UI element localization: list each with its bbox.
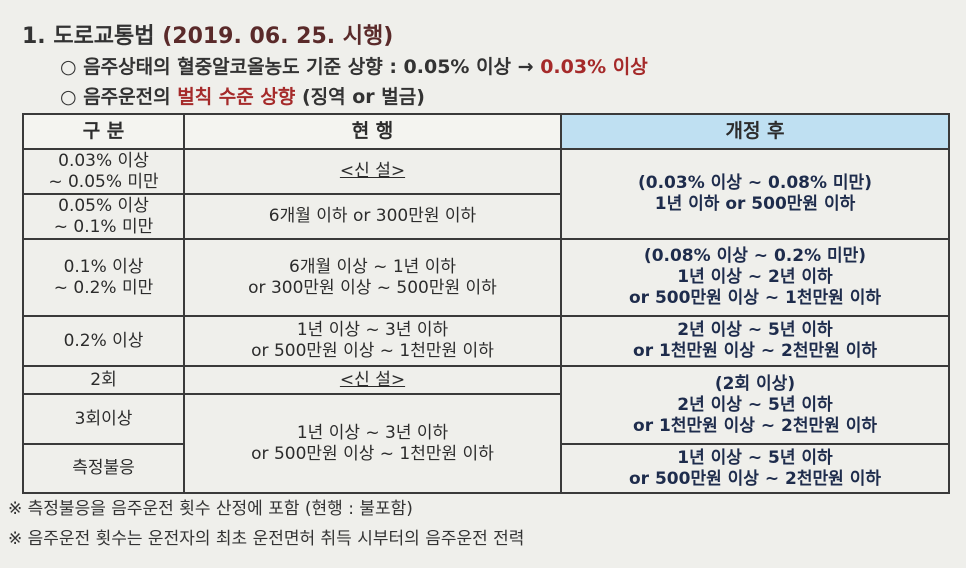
note: ※ 음주운전 횟수는 운전자의 최초 운전면허 취득 시부터의 음주운전 전력 <box>8 529 525 549</box>
cell-line: or 500만원 이상 ~ 1천만원 이하 <box>629 288 881 308</box>
current-cell: 1년 이상 ~ 3년 이하 or 500만원 이상 ~ 1천만원 이하 <box>183 393 562 494</box>
cell-line: 6개월 이상 ~ 1년 이하 <box>289 256 456 277</box>
cell-line: 1년 이상 ~ 3년 이하 <box>296 422 449 443</box>
bullet: ○ 음주상태의 혈중알코올농도 기준 상향 : 0.05% 이상 → 0.03%… <box>60 52 648 79</box>
column-header: 구 분 <box>22 113 185 150</box>
current-cell: 1년 이상 ~ 3년 이하 or 500만원 이상 ~ 1천만원 이하 <box>183 315 562 367</box>
cell-line: (2회 이상) <box>714 373 796 394</box>
cell-line: 2년 이상 ~ 5년 이하 <box>677 320 833 340</box>
cell-line: 1년 이상 ~ 2년 이하 <box>677 267 833 287</box>
bullet: ○ 음주운전의 벌칙 수준 상향 (징역 or 벌금) <box>60 82 425 109</box>
category-cell: 2회 <box>22 365 185 395</box>
cell-line: or 500만원 이상 ~ 2천만원 이하 <box>629 468 881 489</box>
bullet-highlight: 0.03% 이상 <box>540 56 648 78</box>
revised-cell: 2년 이상 ~ 5년 이하 or 1천만원 이상 ~ 2천만원 이하 <box>560 315 950 367</box>
title-date: (2019. 06. 25. 시행) <box>162 24 394 49</box>
bullet-text: ○ 음주운전의 <box>60 86 171 108</box>
category-cell: 0.2% 이상 <box>22 315 185 367</box>
column-header: 개정 후 <box>560 113 950 150</box>
table-row: 0.03% 이상 ~ 0.05% 미만 <신 설> (0.03% 이상 ~ 0.08%… <box>22 148 950 240</box>
table-row: 0.1% 이상 ~ 0.2% 미만 6개월 이상 ~ 1년 이하 or 300만원 이… <box>22 238 950 317</box>
category-cell: 측정불응 <box>22 443 185 494</box>
cell-line: or 500만원 이상 ~ 1천만원 이하 <box>251 341 494 361</box>
bullet-highlight: 벌칙 수준 상향 <box>177 86 296 108</box>
cell-line: ~ 0.2% 미만 <box>53 277 154 298</box>
cell-line: ~ 0.05% 미만 <box>48 171 159 192</box>
title: 1. 도로교통법 (2019. 06. 25. 시행) <box>22 18 393 50</box>
cell-line: 3회이상 <box>74 408 133 429</box>
cell-line: <신 설> <box>339 369 406 390</box>
bullet-text: (징역 or 벌금) <box>301 86 425 108</box>
revised-cell: (0.08% 이상 ~ 0.2% 미만) 1년 이상 ~ 2년 이하 or 500만… <box>560 238 950 317</box>
cell-line: 6개월 이하 or 300만원 이하 <box>268 206 477 226</box>
cell-line: 1년 이하 or 500만원 이하 <box>654 194 856 214</box>
table-row: 3회이상 1년 이상 ~ 3년 이하 or 500만원 이상 ~ 1천만원 이하 <box>22 393 949 494</box>
cell-line: 0.05% 이상 <box>58 195 149 216</box>
table-row: 0.05% 이상 ~ 0.1% 미만 6개월 이하 or 300만원 이하 <box>22 193 949 240</box>
current-cell: 6개월 이하 or 300만원 이하 <box>183 193 562 240</box>
title-number: 1. 도로교통법 <box>22 24 155 49</box>
cell-line: 2년 이상 ~ 5년 이하 <box>677 394 833 415</box>
cell-line: (0.08% 이상 ~ 0.2% 미만) <box>643 246 867 266</box>
cell-line: or 500만원 이상 ~ 1천만원 이하 <box>251 443 494 464</box>
cell-line: or 1천만원 이상 ~ 2천만원 이하 <box>633 415 877 436</box>
cell-line: 1년 이상 ~ 3년 이하 <box>296 320 449 340</box>
cell-line: 0.2% 이상 <box>63 330 144 351</box>
current-cell: <신 설> <box>183 148 562 195</box>
revised-cell: 1년 이상 ~ 5년 이하 or 500만원 이상 ~ 2천만원 이하 <box>560 443 950 494</box>
revised-cell: (2회 이상) 2년 이상 ~ 5년 이하 or 1천만원 이상 ~ 2천만원 이하 <box>560 365 950 445</box>
cell-line: or 1천만원 이상 ~ 2천만원 이하 <box>633 341 877 361</box>
category-cell: 0.1% 이상 ~ 0.2% 미만 <box>22 238 185 317</box>
current-cell: 6개월 이상 ~ 1년 이하 or 300만원 이상 ~ 500만원 이하 <box>183 238 562 317</box>
note: ※ 측정불응을 음주운전 횟수 산정에 포함 (현행 : 불포함) <box>8 499 413 519</box>
current-cell: <신 설> <box>183 365 562 395</box>
cell-line: 2회 <box>90 369 117 390</box>
category-cell: 0.05% 이상 ~ 0.1% 미만 <box>22 193 185 240</box>
cell-line: 1년 이상 ~ 5년 이하 <box>677 447 833 468</box>
cell-line: 측정불응 <box>72 458 135 478</box>
cell-line: <신 설> <box>339 161 406 181</box>
revised-cell: (0.03% 이상 ~ 0.08% 미만) 1년 이하 or 500만원 이하 <box>560 148 950 240</box>
cell-line: or 300만원 이상 ~ 500만원 이하 <box>248 277 497 298</box>
cell-line: 0.1% 이상 <box>63 256 144 277</box>
cell-line: 0.03% 이상 <box>58 150 149 171</box>
column-header: 현 행 <box>183 113 562 150</box>
category-cell: 0.03% 이상 ~ 0.05% 미만 <box>22 148 185 195</box>
table-row: 0.2% 이상 1년 이상 ~ 3년 이하 or 500만원 이상 ~ 1천만원 이… <box>22 315 950 367</box>
bullet-text: ○ 음주상태의 혈중알코올농도 기준 상향 : 0.05% 이상 → <box>60 56 534 78</box>
table-row: 2회 <신 설> (2회 이상) 2년 이상 ~ 5년 이하 or 1천만원 이상 ~ … <box>22 365 950 445</box>
cell-line: (0.03% 이상 ~ 0.08% 미만) <box>638 173 872 193</box>
cell-line: ~ 0.1% 미만 <box>53 216 154 237</box>
table-row: 측정불응 1년 이상 ~ 5년 이하 or 500만원 이상 ~ 2천만원 이하 <box>22 443 950 494</box>
category-cell: 3회이상 <box>22 393 185 445</box>
